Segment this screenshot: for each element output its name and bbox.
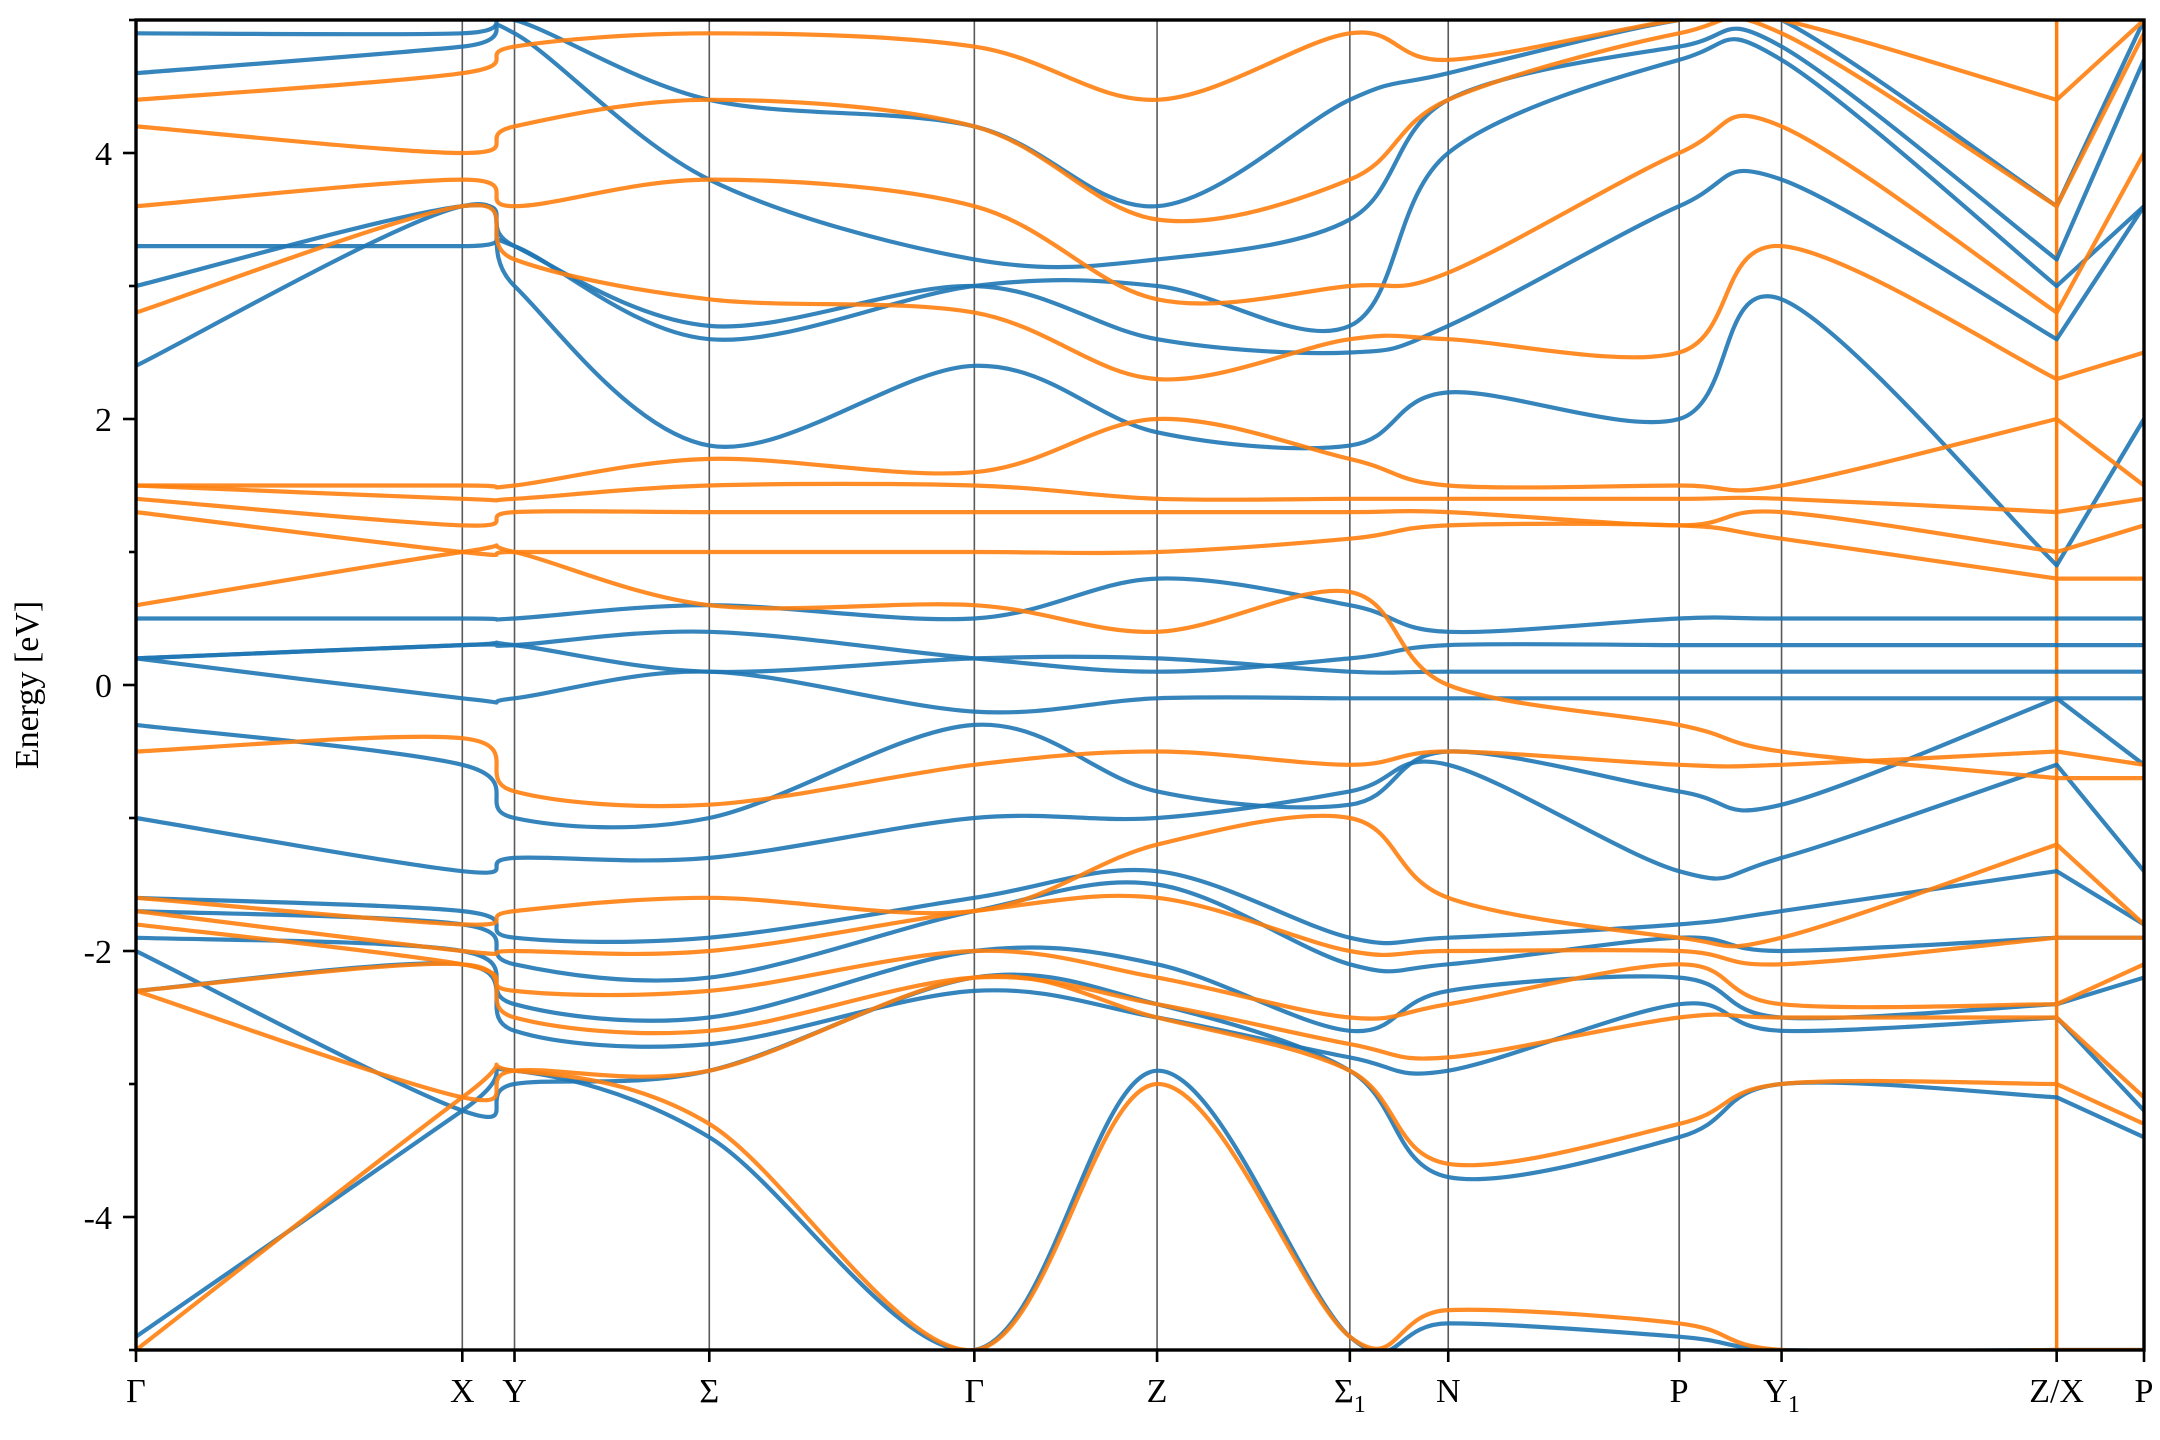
band-line: [2054, 204, 2144, 289]
y-tick-label: 2: [95, 402, 112, 439]
band-line: [136, 640, 2059, 675]
x-tick-label-text: Σ: [1334, 1373, 1354, 1410]
high-symmetry-lines: [461, 20, 2059, 1350]
band-line: [136, 629, 2059, 674]
band-line: [2054, 416, 2144, 568]
band-line: [136, 543, 2059, 781]
band-line: [136, 813, 2059, 949]
band-line: [136, 656, 2059, 715]
x-tick-label: P: [1670, 1373, 1689, 1410]
x-tick-label: Y: [502, 1373, 527, 1410]
band-line: [136, 203, 2059, 382]
x-tick-label-subscript: 1: [1354, 1392, 1366, 1418]
x-tick-label: Γ: [126, 1373, 146, 1410]
band-line: [136, 974, 2059, 1168]
x-tick-label-text: Y: [1763, 1373, 1788, 1410]
band-line: [2054, 350, 2144, 382]
x-tick-label-text: Z/X: [2029, 1373, 2084, 1410]
band-line: [136, 696, 2059, 830]
x-tick-label: P: [2135, 1373, 2154, 1410]
band-line: [136, 510, 2059, 581]
band-line: [136, 922, 2059, 1021]
x-tick-label-text: X: [450, 1373, 475, 1410]
band-line: [2054, 762, 2144, 874]
x-tick-label: Γ: [965, 1373, 985, 1410]
x-tick-label: Σ: [699, 1373, 719, 1410]
x-tick-label-text: P: [2135, 1373, 2154, 1410]
band-line: [2054, 962, 2144, 1007]
band-line: [136, 576, 2059, 635]
band-line: [2054, 696, 2144, 767]
band-line: [2054, 20, 2144, 102]
x-tick-label: Z: [1147, 1373, 1168, 1410]
band-line: [136, 880, 2059, 983]
x-tick-label-text: Y: [502, 1373, 527, 1410]
band-line: [2054, 523, 2144, 555]
band-line: [2054, 842, 2144, 927]
band-line: [136, 961, 2059, 1061]
band-line: [136, 20, 2059, 102]
band-line: [2054, 416, 2144, 488]
band-line: [2054, 1095, 2144, 1140]
band-line: [136, 1062, 2059, 1350]
band-line: [2054, 496, 2144, 515]
y-axis-ticks: 4 2 0 -2 -4: [84, 18, 136, 1352]
x-tick-label-text: N: [1436, 1373, 1461, 1410]
y-tick-label: -4: [84, 1200, 112, 1237]
x-tick-label: X: [450, 1373, 475, 1410]
band-line: [2054, 150, 2144, 315]
x-tick-label-text: Z: [1147, 1373, 1168, 1410]
band-line: [136, 1066, 2059, 1350]
y-axis-label: Energy [eV]: [9, 601, 46, 769]
y-tick-label: 0: [95, 668, 112, 705]
x-tick-label: Σ1: [1334, 1373, 1366, 1418]
x-tick-label-text: P: [1670, 1373, 1689, 1410]
x-tick-label-text: Γ: [965, 1373, 985, 1410]
x-tick-label: N: [1436, 1373, 1461, 1410]
band-line: [136, 168, 2059, 356]
x-tick-label: Z/X: [2029, 1373, 2084, 1410]
band-line: [2054, 869, 2144, 927]
x-tick-label: Y1: [1763, 1373, 1800, 1418]
band-line: [2054, 1081, 2144, 1126]
band-line: [136, 867, 2059, 946]
band-line: [136, 416, 2059, 493]
plot-frame: [134, 18, 2146, 1352]
x-axis-ticks: Γ X Y Σ Γ Z Σ1 N P Y1 Z/X P: [126, 1350, 2153, 1418]
x-tick-label-subscript: 1: [1788, 1392, 1800, 1418]
band-line: [136, 893, 2059, 967]
band-line: [136, 496, 2059, 555]
y-tick-label: -2: [84, 934, 112, 971]
band-line: [2054, 749, 2144, 767]
band-line: [2054, 1015, 2144, 1100]
band-line: [136, 113, 2059, 315]
band-line: [2054, 204, 2144, 342]
x-tick-label-text: Σ: [699, 1373, 719, 1410]
band-line: [136, 481, 2059, 515]
x-tick-label-text: Γ: [126, 1373, 146, 1410]
band-line: [136, 734, 2059, 809]
y-tick-label: 4: [95, 136, 112, 173]
band-line: [136, 22, 2059, 270]
band-lines: [136, 20, 2144, 1350]
band-line: [136, 759, 2059, 881]
band-line: [136, 20, 2059, 224]
band-line: [2054, 31, 2144, 209]
band-line: [2054, 57, 2144, 262]
